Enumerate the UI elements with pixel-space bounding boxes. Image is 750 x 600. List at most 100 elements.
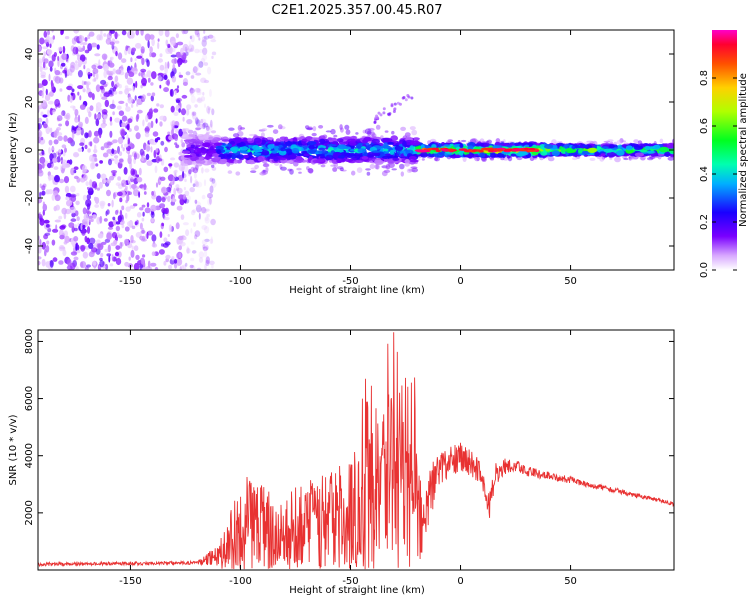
heatmap-cell: [195, 72, 202, 76]
heatmap-cell: [106, 253, 112, 257]
heatmap-cell: [182, 222, 189, 226]
heatmap-cell: [284, 154, 289, 158]
heatmap-cell: [184, 178, 187, 183]
heatmap-cell: [197, 63, 200, 71]
heatmap-cell: [157, 58, 163, 63]
heatmap-cell: [69, 95, 73, 103]
heatmap-cell: [94, 144, 97, 151]
heatmap-cell: [426, 148, 433, 151]
heatmap-cell: [387, 112, 390, 116]
heatmap-cell: [182, 59, 188, 64]
heatmap-cell: [155, 182, 159, 188]
heatmap-cell: [67, 137, 73, 144]
heatmap-cell: [51, 109, 56, 115]
y-tick-label: 40: [24, 48, 35, 61]
heatmap-cell: [202, 47, 208, 56]
heatmap-cell: [125, 206, 131, 212]
heatmap-cell: [154, 266, 159, 270]
heatmap-cell: [214, 156, 222, 160]
heatmap-cell: [308, 156, 313, 160]
heatmap-cell: [83, 213, 89, 221]
heatmap-cell: [134, 58, 137, 61]
heatmap-cell: [600, 153, 606, 157]
heatmap-cell: [47, 162, 52, 169]
heatmap-cell: [301, 138, 308, 142]
heatmap-cell: [41, 241, 46, 250]
heatmap-cell: [130, 168, 135, 176]
heatmap-cell: [201, 39, 207, 47]
heatmap-cell: [170, 105, 175, 113]
heatmap-cell: [74, 227, 78, 232]
heatmap-cell: [41, 258, 46, 267]
heatmap-cell: [135, 153, 140, 160]
heatmap-cell: [115, 221, 121, 225]
heatmap-cell: [185, 262, 188, 267]
heatmap-cell: [140, 229, 146, 234]
heatmap-cell: [195, 204, 202, 213]
heatmap-cell: [60, 30, 64, 36]
heatmap-cell: [178, 252, 182, 259]
heatmap-cell: [387, 141, 394, 145]
heatmap-cell: [99, 260, 105, 268]
heatmap-cell: [344, 158, 354, 163]
heatmap-cell: [40, 111, 44, 117]
heatmap-cell: [81, 42, 88, 46]
heatmap-cell: [52, 35, 55, 40]
heatmap-cell: [400, 126, 406, 131]
heatmap-cell: [89, 105, 94, 111]
heatmap-cell: [404, 98, 408, 102]
heatmap-cell: [43, 51, 46, 57]
heatmap-cell: [582, 144, 589, 148]
heatmap-cell: [151, 243, 158, 248]
heatmap-cell: [257, 155, 266, 162]
heatmap-cell: [119, 158, 124, 163]
heatmap-cell: [124, 261, 130, 267]
heatmap-cell: [332, 167, 338, 172]
heatmap-cell: [164, 61, 167, 69]
heatmap-cell: [112, 68, 116, 75]
heatmap-cell: [115, 69, 122, 75]
heatmap-cell: [127, 118, 133, 124]
colorbar-ticks: 0.0 0.2 0.4 0.6 0.8: [699, 70, 737, 278]
heatmap-cell: [83, 174, 88, 182]
snr-y-ticks: 2000 4000 6000 8000: [24, 329, 674, 526]
heatmap-cell: [572, 157, 578, 161]
heatmap-cell: [39, 239, 42, 246]
heatmap-cell: [81, 80, 84, 86]
heatmap-cell: [161, 186, 167, 194]
heatmap-cell: [262, 163, 269, 168]
heatmap-cell: [400, 171, 404, 177]
heatmap-cell: [374, 159, 384, 164]
heatmap-cell: [100, 252, 104, 258]
heatmap-cell: [201, 206, 207, 214]
heatmap-cell: [209, 196, 212, 205]
heatmap-cell: [109, 121, 113, 126]
heatmap-cell: [76, 216, 80, 222]
heatmap-cell: [142, 211, 145, 217]
heatmap-cell: [192, 167, 199, 174]
heatmap-cell: [73, 224, 78, 228]
heatmap-cell: [198, 61, 204, 68]
heatmap-cell: [124, 212, 128, 219]
heatmap-cell: [71, 131, 75, 140]
heatmap-cell: [393, 107, 397, 111]
heatmap-cell: [186, 108, 190, 116]
heatmap-cell: [289, 141, 297, 145]
heatmap-cell: [111, 148, 115, 154]
heatmap-cell: [45, 126, 51, 135]
x-tick-label: 50: [564, 576, 577, 587]
heatmap-cell: [183, 198, 190, 204]
heatmap-cell: [382, 155, 390, 159]
heatmap-cell: [170, 40, 176, 47]
heatmap-cell: [112, 86, 117, 92]
heatmap-cell: [318, 125, 324, 129]
heatmap-cell: [106, 70, 110, 75]
snr-series-line: [38, 332, 674, 570]
heatmap-cell: [71, 212, 76, 218]
heatmap-cell: [381, 170, 388, 177]
heatmap-cell: [138, 167, 142, 176]
heatmap-cell: [165, 39, 169, 46]
heatmap-cell: [80, 245, 86, 252]
heatmap-cell: [60, 111, 63, 116]
heatmap-cell: [191, 68, 196, 76]
